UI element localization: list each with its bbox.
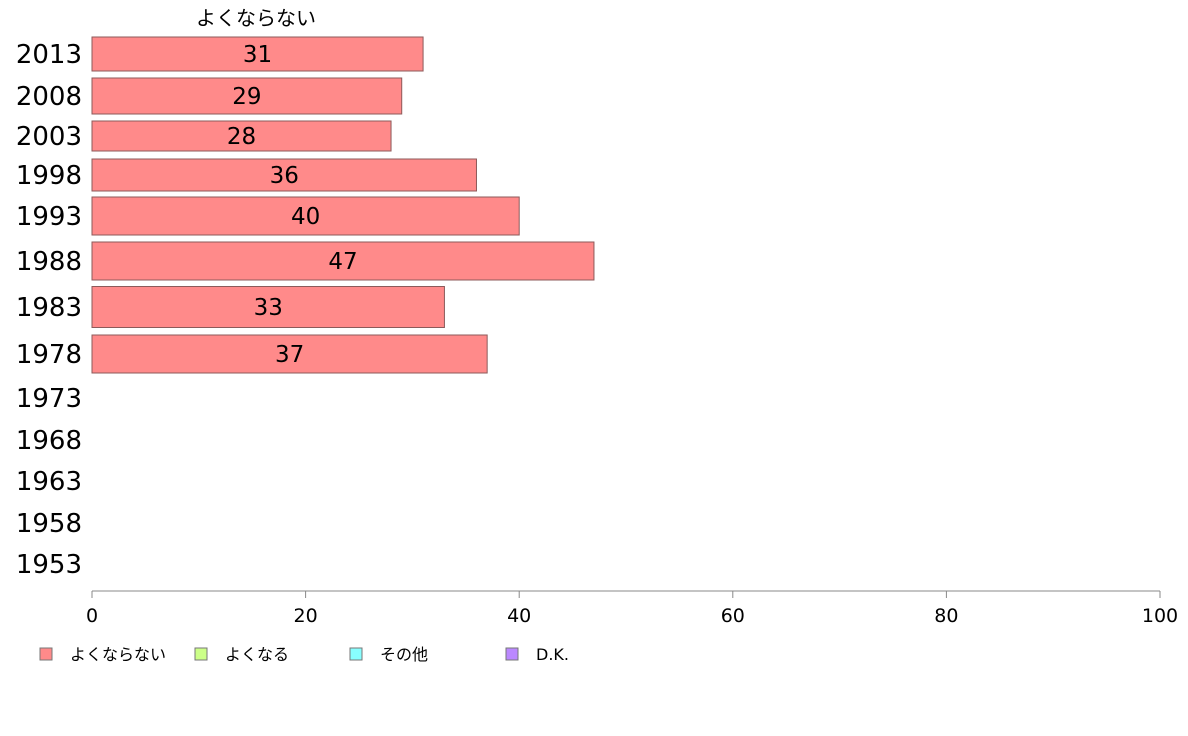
data-label: 40 [291,204,320,230]
x-tick-label: 100 [1142,605,1178,627]
bar [91,196,520,236]
data-labels: 31 29 28 36 40 47 33 37 [227,42,358,368]
year-label: 1953 [16,550,82,580]
year-label: 2003 [16,122,82,152]
data-label: 36 [270,163,299,189]
data-label: 47 [328,249,357,275]
year-label: 1998 [16,161,82,191]
x-axis: 0 20 40 60 80 100 [86,590,1178,627]
legend-label: よくなる [225,645,289,664]
year-label: 1958 [16,509,82,539]
data-label: 31 [243,42,272,68]
year-label: 1973 [16,384,82,414]
series-title: よくならない [196,6,316,30]
bar [91,286,445,328]
year-label: 1988 [16,247,82,277]
bar [91,120,392,152]
data-label: 33 [254,295,283,321]
year-label: 1968 [16,426,82,456]
x-tick-label: 40 [507,605,531,627]
legend-label: D.K. [536,645,569,664]
bar [91,36,424,72]
legend-swatch [39,647,53,661]
data-label: 37 [275,342,304,368]
year-label: 1963 [16,467,82,497]
year-label: 1983 [16,293,82,323]
legend-label: その他 [380,645,428,664]
year-label: 2013 [16,40,82,70]
bar [91,241,595,281]
legend-swatch [505,647,519,661]
data-label: 28 [227,124,256,150]
x-tick-label: 60 [721,605,745,627]
x-tick-label: 20 [294,605,318,627]
legend: よくならない よくなる その他 D.K. [39,645,569,664]
legend-swatch [349,647,363,661]
bar [91,77,403,115]
legend-label: よくならない [70,645,166,664]
year-label: 2008 [16,82,82,112]
data-label: 29 [232,84,261,110]
bars [91,36,595,374]
legend-swatch [194,647,208,661]
bar [91,334,488,374]
x-tick-label: 80 [934,605,958,627]
year-label: 1993 [16,202,82,232]
year-label: 1978 [16,340,82,370]
year-labels: 2013 2008 2003 1998 1993 1988 1983 1978 1973 1968… [16,40,82,580]
bar [91,158,477,192]
x-tick-label: 0 [86,605,98,627]
